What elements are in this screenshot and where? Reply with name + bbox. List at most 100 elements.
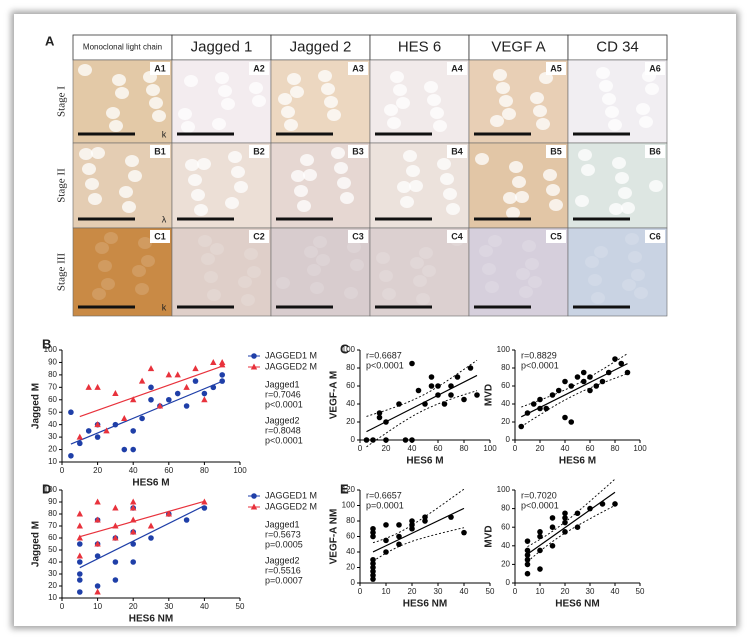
tile-label: A2 bbox=[253, 63, 265, 73]
point bbox=[428, 383, 435, 389]
point bbox=[409, 437, 415, 443]
micrograph-texture bbox=[181, 121, 195, 133]
point bbox=[147, 522, 155, 529]
micrograph-texture bbox=[112, 74, 126, 86]
micrograph-texture bbox=[387, 117, 401, 129]
point bbox=[593, 383, 600, 389]
x-tick-label: 0 bbox=[358, 587, 363, 596]
y-tick-label: 100 bbox=[44, 485, 58, 494]
y-tick-label: 0 bbox=[506, 435, 511, 444]
x-tick-label: 60 bbox=[434, 444, 443, 453]
y-tick-label: 40 bbox=[346, 547, 355, 556]
y-axis-label: Jagged M bbox=[31, 521, 42, 567]
y-tick-label: 80 bbox=[48, 509, 57, 518]
stat-annotation: r=0.8048 bbox=[265, 425, 301, 435]
point bbox=[396, 541, 402, 548]
x-axis-label: HES6 M bbox=[132, 478, 169, 489]
legend-entry: JAGGED2 M bbox=[265, 501, 317, 511]
x-tick-label: 40 bbox=[460, 587, 469, 596]
micrograph-texture bbox=[115, 87, 129, 99]
point bbox=[383, 549, 389, 555]
y-tick-label: 40 bbox=[346, 399, 355, 408]
stat-annotation: r=0.5673 bbox=[265, 529, 301, 539]
micrograph-texture bbox=[622, 279, 636, 291]
point bbox=[112, 421, 119, 428]
legend-marker bbox=[250, 503, 258, 510]
micrograph-texture bbox=[128, 170, 142, 182]
micrograph-texture bbox=[525, 258, 539, 270]
point bbox=[587, 374, 593, 380]
y-tick-label: 100 bbox=[342, 345, 356, 354]
point bbox=[422, 401, 428, 407]
tile-label-box bbox=[249, 145, 269, 158]
stat-annotation: p=0.0007 bbox=[265, 575, 303, 585]
confidence-band bbox=[372, 527, 465, 562]
point bbox=[383, 522, 389, 528]
micrograph-texture bbox=[649, 180, 663, 192]
micrograph-texture bbox=[396, 97, 410, 109]
point bbox=[454, 374, 461, 380]
point bbox=[166, 396, 172, 403]
y-tick-label: 90 bbox=[48, 497, 57, 506]
tile-label: A5 bbox=[550, 63, 562, 73]
point bbox=[441, 401, 448, 407]
micrograph-texture bbox=[231, 166, 245, 178]
column-header: Jagged 1 bbox=[191, 38, 253, 55]
micrograph-texture bbox=[82, 163, 96, 175]
micrograph-texture bbox=[294, 185, 308, 197]
point bbox=[77, 559, 83, 565]
stat-annotation: p=0.0005 bbox=[265, 539, 303, 549]
column-header: VEGF A bbox=[491, 38, 545, 55]
tile-label: B5 bbox=[550, 146, 562, 156]
micrograph-texture bbox=[588, 274, 602, 286]
point bbox=[94, 498, 101, 505]
micrograph-texture bbox=[287, 73, 301, 85]
micrograph-texture bbox=[228, 151, 242, 163]
point bbox=[148, 396, 154, 403]
point bbox=[201, 390, 208, 397]
x-axis-label: HES6 M bbox=[559, 456, 596, 467]
point bbox=[130, 528, 137, 535]
y-tick-label: 100 bbox=[342, 501, 356, 510]
x-tick-label: 0 bbox=[513, 587, 518, 596]
micrograph-texture bbox=[594, 246, 608, 258]
micrograph-texture bbox=[201, 253, 215, 265]
micrograph-texture bbox=[413, 275, 427, 287]
point bbox=[219, 378, 225, 384]
micrograph-texture bbox=[135, 283, 149, 295]
micrograph-texture bbox=[252, 95, 266, 107]
point bbox=[130, 504, 137, 511]
legend-marker bbox=[251, 353, 257, 359]
point bbox=[543, 405, 550, 412]
tile-label-box bbox=[150, 230, 170, 243]
fit-line bbox=[520, 363, 628, 418]
y-tick-label: 40 bbox=[501, 399, 510, 408]
micrograph-texture bbox=[621, 202, 635, 214]
micrograph-texture bbox=[585, 256, 599, 268]
point bbox=[94, 383, 101, 390]
point bbox=[103, 427, 110, 434]
point bbox=[549, 524, 556, 530]
micrograph-texture bbox=[197, 158, 211, 170]
y-tick-label: 10 bbox=[48, 457, 57, 466]
x-axis-label: HES6 NM bbox=[555, 599, 599, 610]
tile-label: A6 bbox=[649, 63, 661, 73]
point bbox=[409, 525, 415, 532]
confidence-band bbox=[521, 353, 628, 408]
point bbox=[409, 522, 415, 528]
point bbox=[94, 434, 101, 440]
micrograph-texture bbox=[581, 164, 595, 176]
micrograph-texture bbox=[79, 148, 93, 160]
point bbox=[574, 374, 581, 380]
micrograph-texture bbox=[98, 260, 112, 272]
micrograph-texture bbox=[104, 232, 118, 244]
x-tick-label: 80 bbox=[460, 444, 469, 453]
micrograph-texture bbox=[316, 254, 330, 266]
point bbox=[530, 401, 537, 407]
point bbox=[130, 498, 137, 505]
micrograph-texture bbox=[409, 180, 423, 192]
stat-annotation: Jagged2 bbox=[265, 415, 300, 425]
point bbox=[130, 396, 137, 403]
point bbox=[130, 446, 136, 453]
micrograph-texture bbox=[509, 161, 523, 173]
